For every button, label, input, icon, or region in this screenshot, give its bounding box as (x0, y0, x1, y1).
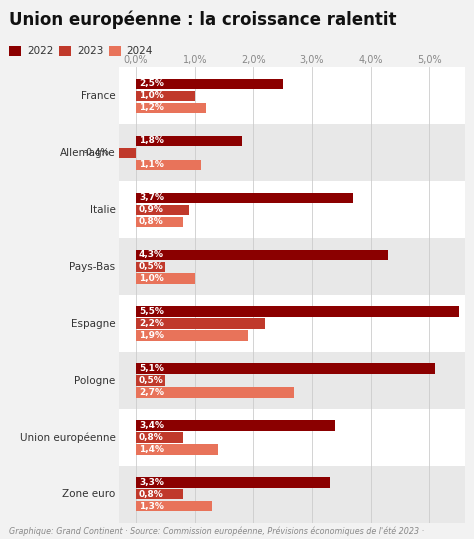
Bar (113, 148, 136, 158)
Text: 0,8%: 0,8% (139, 217, 164, 226)
Text: 1,0%: 1,0% (139, 274, 164, 283)
Text: Graphique: Grand Continent · Source: Commission européenne, Prévisions économiqu: Graphique: Grand Continent · Source: Com… (9, 527, 425, 536)
Bar (118, 238, 470, 295)
Bar (136, 261, 165, 272)
Text: Zone euro: Zone euro (62, 489, 116, 499)
Bar (136, 217, 183, 227)
Bar (136, 375, 165, 385)
Text: -0,4%: -0,4% (84, 148, 109, 157)
Text: Espagne: Espagne (71, 319, 116, 329)
Bar (136, 330, 247, 341)
Text: Allemagne: Allemagne (60, 148, 116, 158)
Bar (118, 181, 470, 238)
Bar (118, 125, 470, 181)
Bar (136, 192, 353, 203)
Text: 0,8%: 0,8% (139, 490, 164, 499)
Text: 1,9%: 1,9% (139, 331, 164, 340)
Text: 4,3%: 4,3% (139, 250, 164, 259)
Text: Pologne: Pologne (74, 376, 116, 385)
Text: 3,7%: 3,7% (139, 194, 164, 202)
Text: Union européenne: Union européenne (20, 432, 116, 443)
Text: 1,3%: 1,3% (139, 502, 164, 511)
Text: 2,7%: 2,7% (139, 388, 164, 397)
Text: 5,1%: 5,1% (139, 364, 164, 373)
Bar (118, 352, 470, 409)
Bar (136, 319, 265, 329)
Text: 2,5%: 2,5% (139, 79, 164, 88)
Text: 0,5%: 0,5% (139, 262, 164, 271)
Text: 2022: 2022 (27, 46, 54, 56)
Text: 2023: 2023 (77, 46, 103, 56)
Bar (118, 295, 470, 352)
Bar (136, 420, 336, 431)
Text: 1,8%: 1,8% (139, 136, 164, 146)
Text: 1,2%: 1,2% (139, 103, 164, 112)
Bar (136, 136, 242, 146)
Bar (118, 67, 470, 125)
Text: Italie: Italie (90, 205, 116, 215)
Text: 1,1%: 1,1% (139, 160, 164, 169)
Text: Union européenne : la croissance ralentit: Union européenne : la croissance ralenti… (9, 11, 397, 29)
Bar (136, 273, 195, 284)
Text: 2,2%: 2,2% (139, 319, 164, 328)
Bar (136, 489, 183, 500)
Text: 5,5%: 5,5% (139, 307, 164, 316)
Text: 3,3%: 3,3% (139, 478, 164, 487)
Text: 0,5%: 0,5% (139, 376, 164, 385)
Bar (136, 444, 218, 454)
Text: 1,4%: 1,4% (139, 445, 164, 454)
Text: 1,0%: 1,0% (139, 91, 164, 100)
Bar (136, 307, 459, 317)
Text: France: France (81, 91, 116, 101)
Bar (118, 409, 470, 466)
Text: Pays-Bas: Pays-Bas (70, 261, 116, 272)
Bar (136, 388, 294, 398)
Text: 0,8%: 0,8% (139, 433, 164, 442)
Bar (136, 160, 201, 170)
Text: 3,4%: 3,4% (139, 421, 164, 430)
Bar (136, 79, 283, 89)
Bar (136, 432, 183, 443)
Bar (136, 501, 212, 512)
Bar (136, 250, 388, 260)
Bar (118, 466, 470, 523)
Text: 0,9%: 0,9% (139, 205, 164, 214)
Bar (136, 91, 195, 101)
Bar (136, 363, 435, 374)
Text: 2024: 2024 (127, 46, 153, 56)
Bar (136, 205, 189, 215)
Bar (136, 478, 329, 488)
Bar (136, 102, 207, 113)
